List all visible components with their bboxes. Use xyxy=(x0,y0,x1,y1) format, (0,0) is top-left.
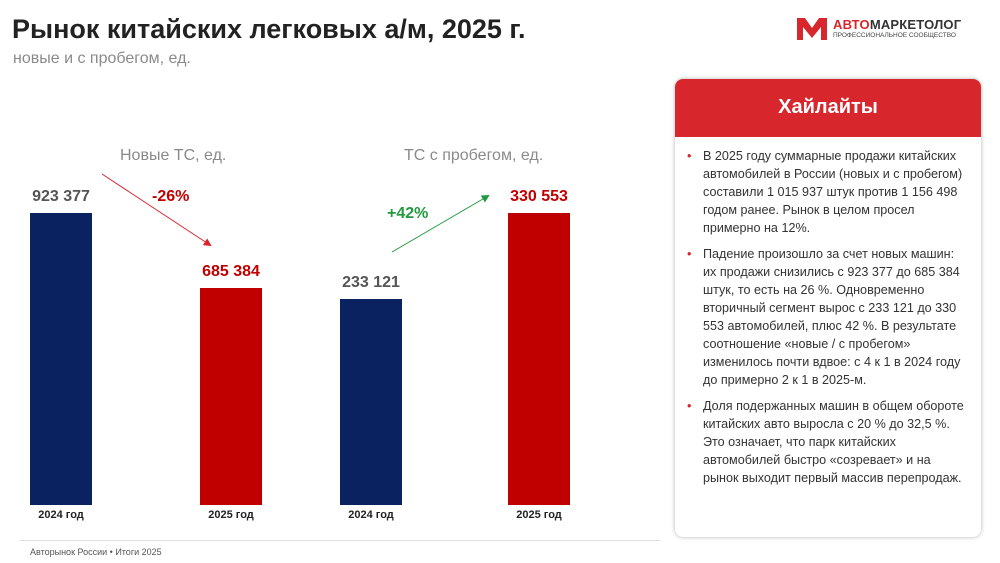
value-label: 923 377 xyxy=(32,188,90,205)
highlight-item: Падение произошло за счет новых машин: и… xyxy=(687,245,969,389)
change-used: +42% xyxy=(387,205,429,222)
change-arrows xyxy=(101,173,490,253)
logo-name-dark: МАРКЕТОЛОГ xyxy=(869,17,962,33)
highlight-item: Доля подержанных машин в общем обороте к… xyxy=(687,397,969,487)
value-label: 233 121 xyxy=(342,274,400,292)
logo-name-red: АВТО xyxy=(833,17,870,33)
category-label: 2024 год xyxy=(348,509,394,521)
group-label-used: ТС с пробегом, ед. xyxy=(404,147,544,164)
highlights-list: В 2025 году суммарные продажи китайских … xyxy=(675,137,981,487)
category-label: 2024 год xyxy=(38,509,84,521)
logo-icon xyxy=(797,18,827,40)
footer-text: Авторынок России • Итоги 2025 xyxy=(30,547,162,557)
category-label: 2025 год xyxy=(208,509,254,521)
page-title: Рынок китайских легковых а/м, 2025 г. xyxy=(12,14,526,44)
change-new: -26% xyxy=(152,188,190,205)
logo-tagline: ПРОФЕССИОНАЛЬНОЕ СООБЩЕСТВО xyxy=(833,32,956,40)
category-label: 2025 год xyxy=(516,509,562,521)
bar-0-1 xyxy=(200,288,262,505)
logo: АВТОМАРКЕТОЛОГ ПРОФЕССИОНАЛЬНОЕ СООБЩЕСТ… xyxy=(797,18,961,40)
arrow-down xyxy=(101,173,212,247)
page-subtitle: новые и с пробегом, ед. xyxy=(13,50,191,67)
highlights-title: Хайлайты xyxy=(675,79,981,137)
footer-divider xyxy=(20,540,660,541)
bar-1-0 xyxy=(340,299,402,505)
bar-1-1 xyxy=(508,213,570,505)
arrow-up xyxy=(391,194,490,253)
highlight-item: В 2025 году суммарные продажи китайских … xyxy=(687,147,969,237)
group-label-new: Новые ТС, ед. xyxy=(120,147,227,164)
value-label: 330 553 xyxy=(510,188,568,205)
value-label: 685 384 xyxy=(202,263,260,281)
bar-0-0 xyxy=(30,213,92,505)
highlights-panel: Хайлайты В 2025 году суммарные продажи к… xyxy=(675,79,981,537)
